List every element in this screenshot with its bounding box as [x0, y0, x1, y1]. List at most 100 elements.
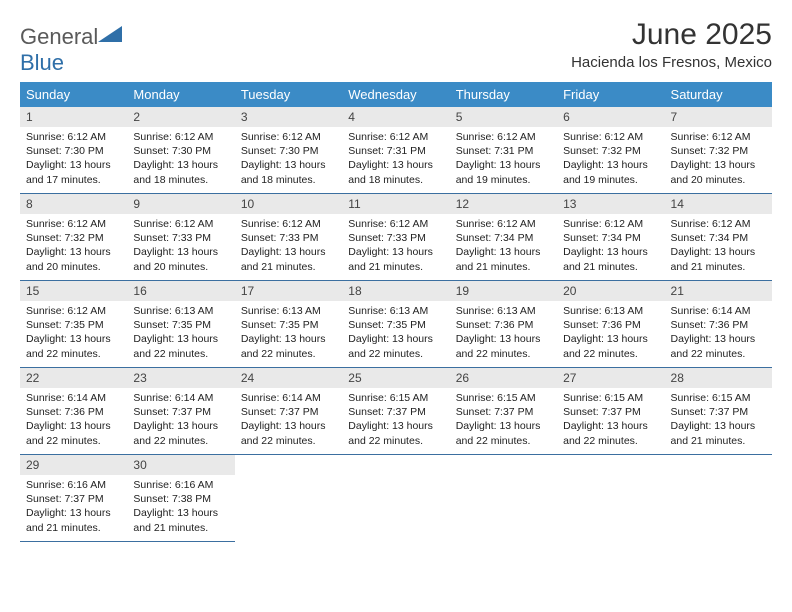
- calendar-day-cell: 15Sunrise: 6:12 AMSunset: 7:35 PMDayligh…: [20, 281, 127, 368]
- logo-triangle-icon: [98, 24, 124, 44]
- day-body: Sunrise: 6:13 AMSunset: 7:35 PMDaylight:…: [342, 301, 449, 365]
- logo: General Blue: [20, 24, 124, 76]
- calendar-week-row: 8Sunrise: 6:12 AMSunset: 7:32 PMDaylight…: [20, 194, 772, 281]
- day-body: Sunrise: 6:12 AMSunset: 7:34 PMDaylight:…: [557, 214, 664, 278]
- day-number: 20: [557, 281, 664, 301]
- calendar-week-row: 15Sunrise: 6:12 AMSunset: 7:35 PMDayligh…: [20, 281, 772, 368]
- day-number: 3: [235, 107, 342, 127]
- day-number: 17: [235, 281, 342, 301]
- day-body: Sunrise: 6:15 AMSunset: 7:37 PMDaylight:…: [557, 388, 664, 452]
- location: Hacienda los Fresnos, Mexico: [571, 54, 772, 71]
- day-body: Sunrise: 6:14 AMSunset: 7:36 PMDaylight:…: [665, 301, 772, 365]
- calendar-day-cell: 30Sunrise: 6:16 AMSunset: 7:38 PMDayligh…: [127, 455, 234, 542]
- day-number: 2: [127, 107, 234, 127]
- calendar-day-cell: 20Sunrise: 6:13 AMSunset: 7:36 PMDayligh…: [557, 281, 664, 368]
- calendar-day-cell: 14Sunrise: 6:12 AMSunset: 7:34 PMDayligh…: [665, 194, 772, 281]
- calendar-day-cell: 6Sunrise: 6:12 AMSunset: 7:32 PMDaylight…: [557, 107, 664, 194]
- calendar-day-cell: ..: [557, 455, 664, 542]
- calendar-day-cell: 2Sunrise: 6:12 AMSunset: 7:30 PMDaylight…: [127, 107, 234, 194]
- calendar-day-cell: 21Sunrise: 6:14 AMSunset: 7:36 PMDayligh…: [665, 281, 772, 368]
- day-body: Sunrise: 6:15 AMSunset: 7:37 PMDaylight:…: [665, 388, 772, 452]
- calendar-day-cell: 17Sunrise: 6:13 AMSunset: 7:35 PMDayligh…: [235, 281, 342, 368]
- calendar-day-cell: 12Sunrise: 6:12 AMSunset: 7:34 PMDayligh…: [450, 194, 557, 281]
- day-body: Sunrise: 6:12 AMSunset: 7:30 PMDaylight:…: [20, 127, 127, 191]
- day-body: Sunrise: 6:12 AMSunset: 7:31 PMDaylight:…: [450, 127, 557, 191]
- calendar-day-cell: ..: [342, 455, 449, 542]
- calendar-day-cell: 1Sunrise: 6:12 AMSunset: 7:30 PMDaylight…: [20, 107, 127, 194]
- calendar-week-row: 22Sunrise: 6:14 AMSunset: 7:36 PMDayligh…: [20, 368, 772, 455]
- day-number: 11: [342, 194, 449, 214]
- calendar-day-cell: 25Sunrise: 6:15 AMSunset: 7:37 PMDayligh…: [342, 368, 449, 455]
- weekday-header: Thursday: [450, 82, 557, 107]
- calendar-day-cell: 26Sunrise: 6:15 AMSunset: 7:37 PMDayligh…: [450, 368, 557, 455]
- day-number: 18: [342, 281, 449, 301]
- day-body: Sunrise: 6:13 AMSunset: 7:35 PMDaylight:…: [127, 301, 234, 365]
- calendar-day-cell: 19Sunrise: 6:13 AMSunset: 7:36 PMDayligh…: [450, 281, 557, 368]
- day-number: 23: [127, 368, 234, 388]
- day-number: 15: [20, 281, 127, 301]
- day-number: 27: [557, 368, 664, 388]
- day-number: 8: [20, 194, 127, 214]
- day-body: Sunrise: 6:12 AMSunset: 7:32 PMDaylight:…: [557, 127, 664, 191]
- day-body: Sunrise: 6:12 AMSunset: 7:31 PMDaylight:…: [342, 127, 449, 191]
- day-body: Sunrise: 6:13 AMSunset: 7:36 PMDaylight:…: [450, 301, 557, 365]
- calendar-day-cell: 24Sunrise: 6:14 AMSunset: 7:37 PMDayligh…: [235, 368, 342, 455]
- day-body: Sunrise: 6:15 AMSunset: 7:37 PMDaylight:…: [450, 388, 557, 452]
- weekday-header-row: Sunday Monday Tuesday Wednesday Thursday…: [20, 82, 772, 107]
- header-row: General Blue June 2025 Hacienda los Fres…: [20, 18, 772, 76]
- calendar-day-cell: 3Sunrise: 6:12 AMSunset: 7:30 PMDaylight…: [235, 107, 342, 194]
- day-number: 29: [20, 455, 127, 475]
- calendar-day-cell: 29Sunrise: 6:16 AMSunset: 7:37 PMDayligh…: [20, 455, 127, 542]
- day-body: Sunrise: 6:12 AMSunset: 7:33 PMDaylight:…: [127, 214, 234, 278]
- day-number: 19: [450, 281, 557, 301]
- calendar-day-cell: ..: [450, 455, 557, 542]
- month-title: June 2025: [571, 18, 772, 52]
- calendar-day-cell: 7Sunrise: 6:12 AMSunset: 7:32 PMDaylight…: [665, 107, 772, 194]
- day-body: Sunrise: 6:15 AMSunset: 7:37 PMDaylight:…: [342, 388, 449, 452]
- day-body: Sunrise: 6:12 AMSunset: 7:33 PMDaylight:…: [235, 214, 342, 278]
- weekday-header: Wednesday: [342, 82, 449, 107]
- day-number: 1: [20, 107, 127, 127]
- day-number: 24: [235, 368, 342, 388]
- day-number: 25: [342, 368, 449, 388]
- day-body: Sunrise: 6:12 AMSunset: 7:30 PMDaylight:…: [235, 127, 342, 191]
- calendar-table: Sunday Monday Tuesday Wednesday Thursday…: [20, 82, 772, 542]
- calendar-day-cell: ..: [235, 455, 342, 542]
- day-number: 21: [665, 281, 772, 301]
- day-body: Sunrise: 6:16 AMSunset: 7:37 PMDaylight:…: [20, 475, 127, 539]
- day-body: Sunrise: 6:16 AMSunset: 7:38 PMDaylight:…: [127, 475, 234, 539]
- logo-word-2: Blue: [20, 50, 64, 75]
- day-number: 26: [450, 368, 557, 388]
- calendar-day-cell: ..: [665, 455, 772, 542]
- day-number: 14: [665, 194, 772, 214]
- day-number: 7: [665, 107, 772, 127]
- calendar-day-cell: 13Sunrise: 6:12 AMSunset: 7:34 PMDayligh…: [557, 194, 664, 281]
- calendar-day-cell: 22Sunrise: 6:14 AMSunset: 7:36 PMDayligh…: [20, 368, 127, 455]
- weekday-header: Monday: [127, 82, 234, 107]
- day-body: Sunrise: 6:13 AMSunset: 7:36 PMDaylight:…: [557, 301, 664, 365]
- weekday-header: Saturday: [665, 82, 772, 107]
- calendar-day-cell: 10Sunrise: 6:12 AMSunset: 7:33 PMDayligh…: [235, 194, 342, 281]
- calendar-day-cell: 28Sunrise: 6:15 AMSunset: 7:37 PMDayligh…: [665, 368, 772, 455]
- day-body: Sunrise: 6:12 AMSunset: 7:34 PMDaylight:…: [450, 214, 557, 278]
- day-number: 16: [127, 281, 234, 301]
- weekday-header: Sunday: [20, 82, 127, 107]
- calendar-day-cell: 16Sunrise: 6:13 AMSunset: 7:35 PMDayligh…: [127, 281, 234, 368]
- day-number: 12: [450, 194, 557, 214]
- day-number: 4: [342, 107, 449, 127]
- day-body: Sunrise: 6:12 AMSunset: 7:33 PMDaylight:…: [342, 214, 449, 278]
- day-body: Sunrise: 6:12 AMSunset: 7:35 PMDaylight:…: [20, 301, 127, 365]
- day-number: 10: [235, 194, 342, 214]
- calendar-day-cell: 5Sunrise: 6:12 AMSunset: 7:31 PMDaylight…: [450, 107, 557, 194]
- weekday-header: Friday: [557, 82, 664, 107]
- day-number: 28: [665, 368, 772, 388]
- day-body: Sunrise: 6:12 AMSunset: 7:34 PMDaylight:…: [665, 214, 772, 278]
- calendar-day-cell: 18Sunrise: 6:13 AMSunset: 7:35 PMDayligh…: [342, 281, 449, 368]
- day-number: 13: [557, 194, 664, 214]
- calendar-day-cell: 23Sunrise: 6:14 AMSunset: 7:37 PMDayligh…: [127, 368, 234, 455]
- calendar-week-row: 1Sunrise: 6:12 AMSunset: 7:30 PMDaylight…: [20, 107, 772, 194]
- weekday-header: Tuesday: [235, 82, 342, 107]
- calendar-day-cell: 4Sunrise: 6:12 AMSunset: 7:31 PMDaylight…: [342, 107, 449, 194]
- day-body: Sunrise: 6:12 AMSunset: 7:32 PMDaylight:…: [665, 127, 772, 191]
- day-number: 5: [450, 107, 557, 127]
